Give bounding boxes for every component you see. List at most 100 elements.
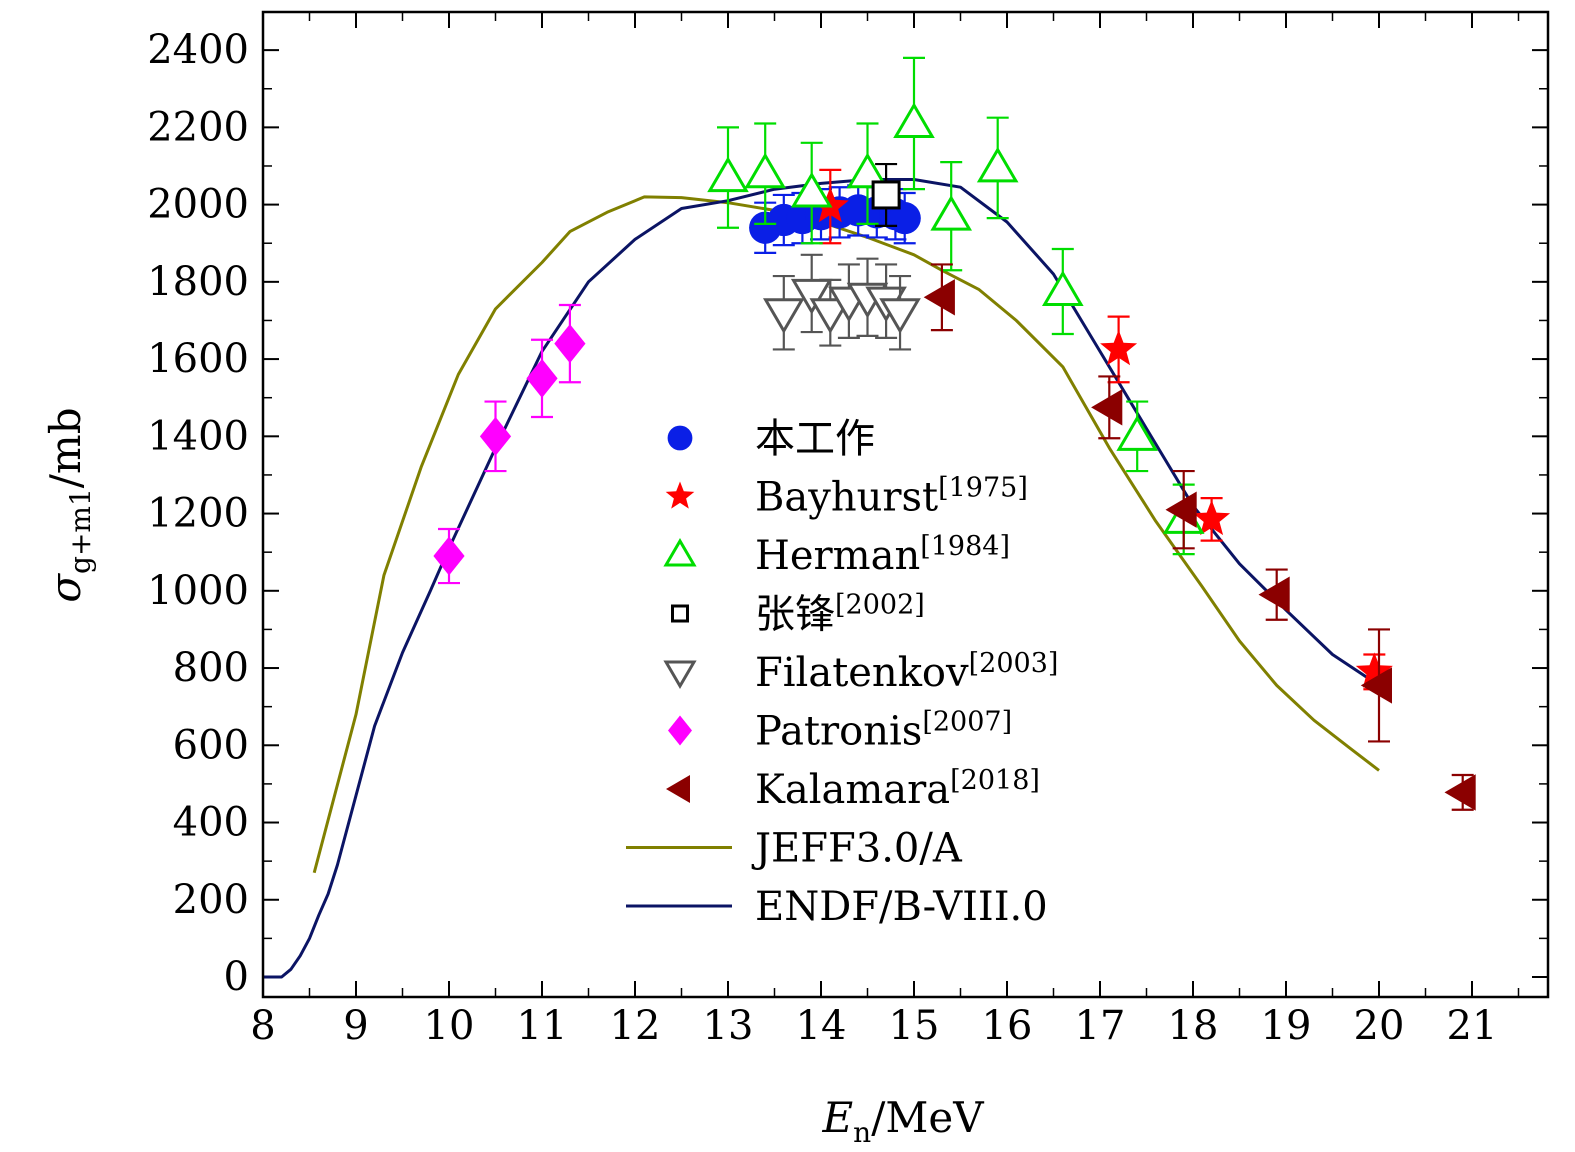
x-axis-unit: /MeV (871, 1093, 984, 1142)
y-tick-label: 1800 (147, 259, 249, 305)
x-tick-label: 9 (343, 1003, 368, 1049)
y-tick-label: 1600 (147, 336, 249, 382)
legend: 本工作 Bayhurst[1975] Herman[1984] 张锋[2002] Fil… (626, 416, 1058, 930)
y-tick-label: 400 (173, 800, 249, 846)
legend-label: Kalamara[2018] (755, 765, 1040, 813)
x-tick-label: 12 (610, 1003, 661, 1049)
y-tick-label: 1200 (147, 491, 249, 537)
legend-label: Filatenkov[2003] (755, 648, 1058, 696)
x-axis-subscript: n (853, 1116, 871, 1149)
x-axis-symbol: E (821, 1093, 853, 1142)
data-point (744, 152, 787, 189)
legend-label: ENDF/B-VIII.0 (755, 884, 1048, 930)
legend-label-name: Kalamara (755, 767, 950, 813)
legend-label-ref: [2018] (950, 765, 1040, 796)
data-point (790, 171, 833, 208)
legend-marker-triangle-up (663, 538, 697, 567)
legend-label: Patronis[2007] (755, 707, 1012, 755)
y-tick-label: 200 (173, 877, 249, 923)
y-axis-subscript: g+m1 (64, 488, 97, 574)
data-point (923, 279, 955, 316)
data-point (879, 298, 921, 334)
data-point (1360, 667, 1392, 704)
plot-curves (263, 178, 1380, 979)
curve-endf-b-viii-0 (263, 178, 1380, 979)
y-tick-label: 600 (173, 722, 249, 768)
x-tick-label: 16 (982, 1003, 1033, 1049)
y-axis-symbol: σ (41, 573, 90, 603)
data-point (893, 102, 935, 138)
data-point (846, 152, 889, 189)
legend-marker-square (671, 604, 689, 623)
legend-label-ref: [1975] (938, 473, 1028, 504)
data-point (554, 324, 586, 364)
y-tick-label: 2200 (147, 104, 249, 150)
legend-marker-triangle-left (666, 775, 690, 803)
y-tick-label: 1000 (147, 568, 249, 614)
y-tick-label: 2400 (147, 27, 249, 73)
data-point (790, 278, 833, 315)
data-point (433, 536, 465, 576)
legend-label: Bayhurst[1975] (755, 473, 1028, 521)
legend-label: JEFF3.0/A (751, 826, 963, 872)
x-tick-label: 13 (703, 1003, 754, 1049)
curve-jeff3-0-a (312, 195, 1380, 874)
y-tick-label: 1400 (147, 413, 249, 459)
x-tick-label: 15 (889, 1003, 940, 1049)
series-diamond (433, 303, 586, 585)
data-point (930, 195, 973, 231)
legend-label-name: Patronis (755, 709, 922, 755)
data-point (809, 298, 852, 334)
plot-frame (261, 10, 1550, 999)
y-tick-label: 800 (173, 645, 249, 691)
data-point (1165, 491, 1197, 528)
x-tick-label: 19 (1261, 1003, 1312, 1049)
data-point (1258, 576, 1290, 613)
series-triangle-left (923, 263, 1476, 811)
grid-and-ticks: 8 9 10 11 12 13 14 15 16 17 18 19 20 21 0 200 400 600 800 1… (147, 12, 1548, 1049)
legend-marker-diamond (668, 715, 692, 746)
data-point (1355, 652, 1393, 688)
legend-label-name: Herman (755, 533, 920, 579)
y-tick-label: 0 (224, 954, 249, 1000)
data-point (1444, 774, 1476, 811)
legend-marker-triangle-down (663, 660, 697, 689)
x-tick-label: 17 (1075, 1003, 1126, 1049)
legend-label: 张锋[2002] (755, 590, 925, 638)
legend-label-ref: [2002] (835, 590, 925, 621)
x-tick-label: 21 (1447, 1003, 1498, 1049)
series-triangle-down (762, 253, 921, 351)
legend-label-name: 本工作 (755, 416, 875, 462)
plot-series (433, 56, 1476, 811)
data-point (1041, 270, 1084, 306)
y-axis-title: σg+m1/mb (41, 407, 97, 602)
legend-label: 本工作 (755, 416, 875, 462)
x-tick-label: 18 (1168, 1003, 1219, 1049)
legend-label-name: Filatenkov (755, 650, 969, 696)
legend-label-name: 张锋 (755, 592, 835, 638)
x-tick-label: 20 (1354, 1003, 1405, 1049)
data-point (976, 146, 1019, 183)
data-point (479, 416, 512, 456)
data-point (871, 180, 901, 210)
data-point (1091, 389, 1123, 426)
data-point (762, 298, 805, 334)
x-tick-label: 8 (250, 1003, 275, 1049)
data-point (1193, 499, 1231, 536)
data-point (707, 156, 749, 193)
legend-label: Herman[1984] (755, 531, 1010, 579)
x-tick-label: 14 (796, 1003, 847, 1049)
legend-marker-circle (667, 425, 693, 451)
y-tick-label: 2000 (147, 182, 249, 228)
y-axis-unit: /mb (41, 407, 90, 488)
legend-label-ref: [2007] (922, 707, 1012, 738)
legend-label-ref: [2003] (969, 648, 1059, 679)
data-point (1116, 415, 1159, 451)
legend-label-name: Bayhurst (755, 475, 938, 521)
legend-label-ref: [1984] (920, 531, 1010, 562)
data-point (526, 358, 558, 398)
x-tick-label: 10 (424, 1003, 475, 1049)
data-point (1100, 329, 1138, 366)
legend-marker-star (665, 481, 695, 509)
